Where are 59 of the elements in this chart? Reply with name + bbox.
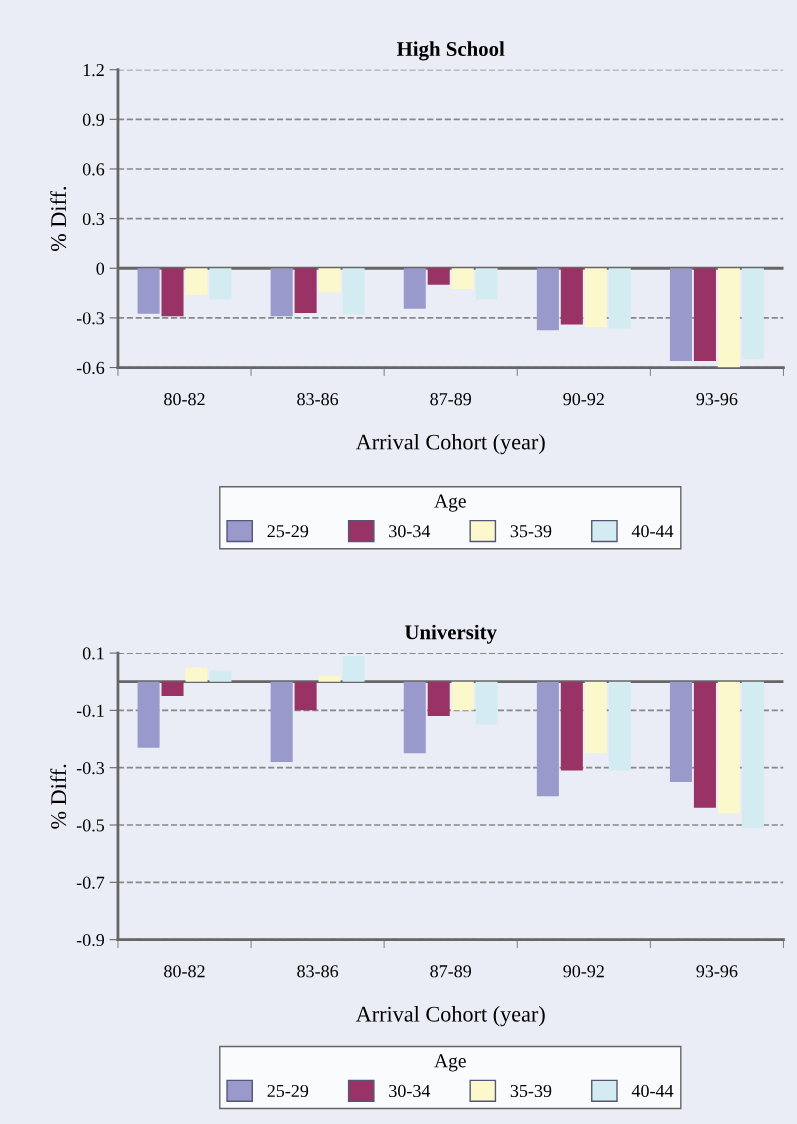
y-axis-title: % Diff. bbox=[50, 764, 67, 829]
bar bbox=[669, 681, 692, 783]
y-tick-label: 1.2 bbox=[83, 64, 104, 77]
bar bbox=[608, 681, 631, 771]
bar bbox=[427, 681, 450, 717]
y-tick-label: -0.7 bbox=[76, 876, 105, 889]
y-tick-label: 0.1 bbox=[82, 647, 104, 660]
y-tick-label: -0.9 bbox=[76, 933, 105, 947]
bar bbox=[451, 681, 474, 711]
bar bbox=[717, 681, 740, 814]
y-tick-label: 0.6 bbox=[82, 163, 105, 176]
y-tick-label: -0.3 bbox=[76, 312, 105, 325]
y-tick-label: -0.3 bbox=[76, 761, 105, 775]
bar bbox=[403, 681, 426, 754]
x-tick-label: 87-89 bbox=[430, 965, 472, 978]
x-tick-label: 90-92 bbox=[563, 965, 604, 978]
bar bbox=[584, 681, 607, 754]
x-tick-label: 90-92 bbox=[563, 393, 604, 406]
x-tick-label: 93-96 bbox=[696, 965, 738, 978]
legend-label: 40-44 bbox=[631, 525, 674, 538]
legend-label: 35-39 bbox=[510, 1084, 552, 1098]
y-axis-title: % Diff. bbox=[50, 186, 67, 251]
bar bbox=[137, 681, 160, 748]
bar bbox=[270, 681, 293, 762]
bar bbox=[560, 681, 583, 771]
legend-label: 35-39 bbox=[510, 525, 552, 538]
x-tick-label: 80-82 bbox=[164, 393, 205, 406]
legend-label: 30-34 bbox=[389, 1084, 431, 1098]
legend-label: 25-29 bbox=[267, 1084, 309, 1098]
legend-label: 40-44 bbox=[631, 1084, 674, 1098]
x-tick-label: 87-89 bbox=[430, 393, 472, 406]
legend-title: Age bbox=[434, 1054, 466, 1072]
bar bbox=[185, 667, 208, 682]
bar bbox=[536, 681, 559, 797]
bar bbox=[294, 681, 317, 711]
x-tick-label: 83-86 bbox=[297, 393, 339, 406]
x-axis-title: Arrival Cohort (year) bbox=[355, 1006, 545, 1027]
y-tick-label: 0.3 bbox=[82, 212, 105, 226]
y-tick-label: -0.1 bbox=[76, 704, 104, 717]
bar bbox=[209, 670, 232, 682]
chart-title: High School bbox=[396, 41, 505, 61]
bar bbox=[475, 681, 498, 725]
x-tick-label: 80-82 bbox=[164, 965, 205, 978]
x-axis-title: Arrival Cohort (year) bbox=[355, 433, 545, 455]
legend-label: 25-29 bbox=[267, 525, 309, 538]
bar bbox=[161, 681, 184, 697]
y-tick-label: -0.5 bbox=[76, 819, 105, 832]
chart-title: University bbox=[404, 624, 497, 644]
legend-title: Age bbox=[434, 494, 466, 512]
y-tick-label: 0.9 bbox=[82, 113, 105, 126]
bar bbox=[342, 655, 365, 682]
legend-label: 30-34 bbox=[389, 525, 431, 538]
bar bbox=[693, 681, 716, 808]
bar bbox=[741, 681, 764, 828]
bar bbox=[318, 675, 341, 682]
y-tick-label: -0.6 bbox=[76, 361, 105, 375]
y-tick-label: 0 bbox=[96, 262, 105, 275]
x-tick-label: 93-96 bbox=[696, 393, 738, 406]
x-tick-label: 83-86 bbox=[297, 965, 339, 978]
